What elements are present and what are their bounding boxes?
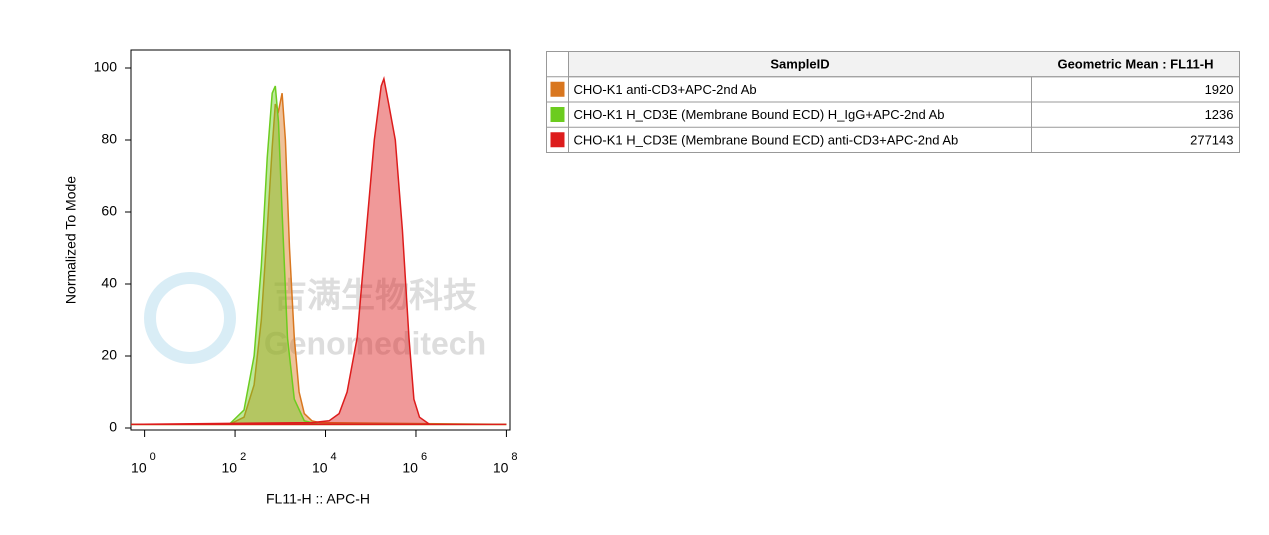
watermark: Genomeditech xyxy=(264,325,486,361)
y-tick-label: 100 xyxy=(94,59,118,75)
x-tick-exponent: 6 xyxy=(421,451,427,463)
legend-entry: CHO-K1 H_CD3E (Membrane Bound ECD) anti-… xyxy=(574,132,959,147)
x-tick-label: 10 xyxy=(221,460,237,476)
y-tick-label: 0 xyxy=(109,419,117,435)
x-tick-label: 10 xyxy=(402,460,418,476)
watermark: 吉满生物科技 xyxy=(273,277,477,315)
density-area xyxy=(131,93,507,426)
x-axis-label: FL11-H :: APC-H xyxy=(266,491,370,507)
table-value: 1920 xyxy=(1205,82,1234,97)
x-tick-exponent: 4 xyxy=(331,451,337,463)
x-tick-exponent: 2 xyxy=(240,451,246,463)
watermark-logo xyxy=(144,272,236,364)
x-tick-label: 10 xyxy=(131,460,147,476)
x-tick-label: 10 xyxy=(312,460,328,476)
y-tick-label: 80 xyxy=(101,131,117,147)
density-area xyxy=(131,85,507,426)
legend-entry: CHO-K1 anti-CD3+APC-2nd Ab xyxy=(574,82,757,97)
table-header: Geometric Mean : FL11-H xyxy=(1057,57,1213,72)
legend-swatch xyxy=(550,81,565,97)
x-tick-exponent: 8 xyxy=(511,451,517,463)
legend-swatch xyxy=(550,132,565,148)
table-header: SampleID xyxy=(770,57,829,72)
legend-swatch xyxy=(550,107,565,122)
x-tick-exponent: 0 xyxy=(150,451,156,463)
y-tick-label: 60 xyxy=(101,203,117,219)
y-tick-label: 20 xyxy=(101,347,117,363)
x-tick-label: 10 xyxy=(493,460,509,476)
table-value: 1236 xyxy=(1205,107,1234,122)
plot-frame xyxy=(130,49,511,431)
legend-entry: CHO-K1 H_CD3E (Membrane Bound ECD) H_IgG… xyxy=(574,107,945,122)
density-area xyxy=(130,76,507,426)
table-value: 277143 xyxy=(1190,132,1233,147)
y-axis-label: Normalized To Mode xyxy=(63,176,79,304)
y-tick-label: 40 xyxy=(101,275,117,291)
